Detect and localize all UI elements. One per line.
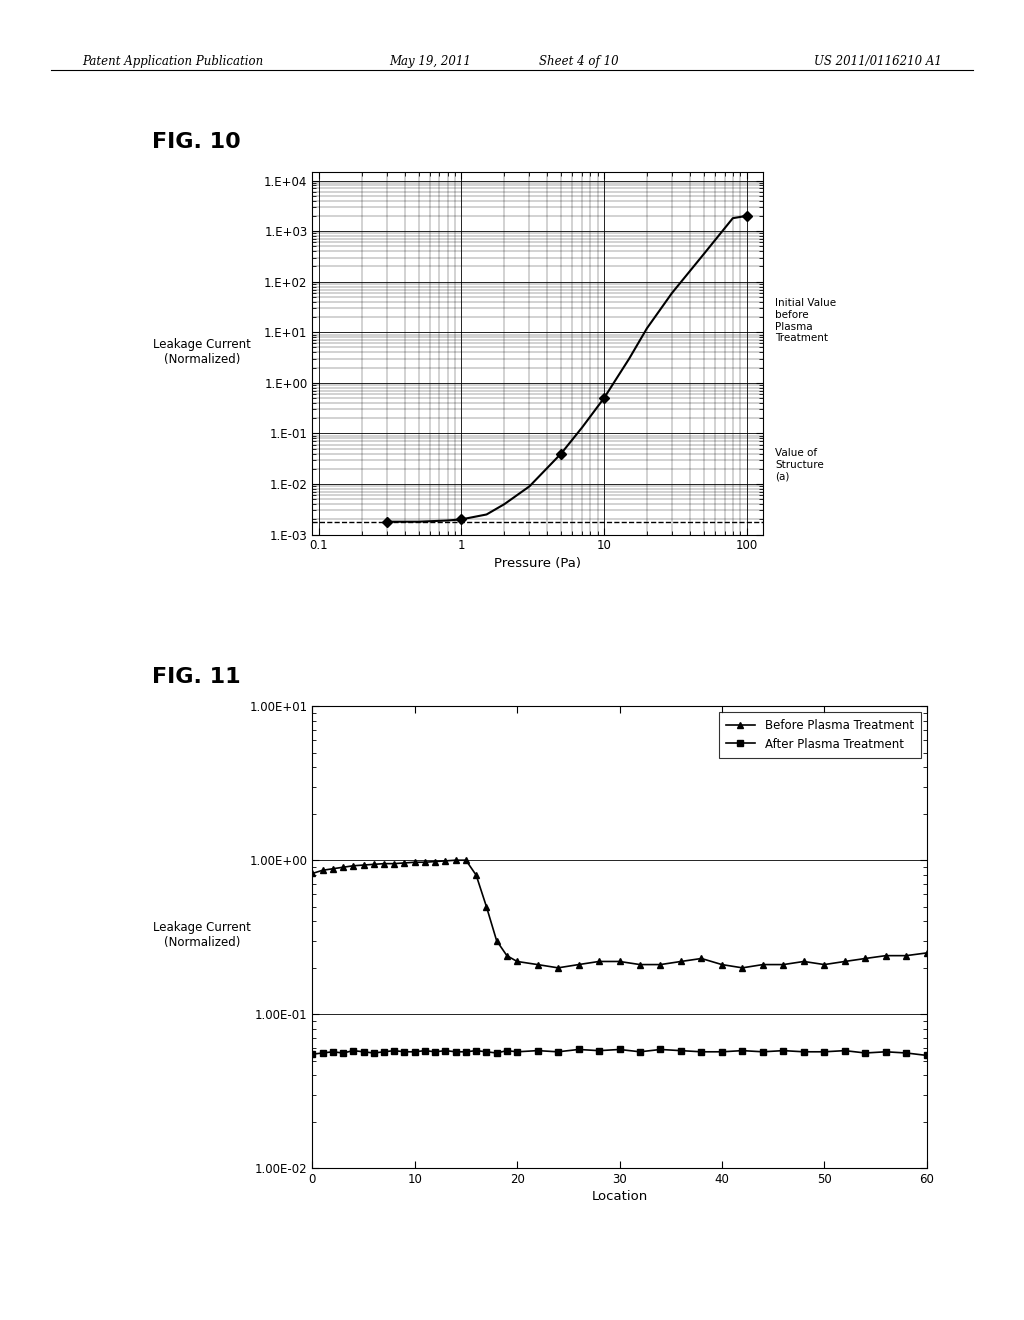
Before Plasma Treatment <box>531 957 544 973</box>
Before Plasma Treatment <box>306 866 318 882</box>
Before Plasma Treatment <box>470 867 482 883</box>
Text: FIG. 11: FIG. 11 <box>152 667 241 686</box>
Text: Sheet 4 of 10: Sheet 4 of 10 <box>539 55 618 69</box>
Text: Leakage Current
(Normalized): Leakage Current (Normalized) <box>153 920 251 949</box>
Before Plasma Treatment <box>480 899 493 915</box>
Before Plasma Treatment <box>921 945 933 961</box>
Text: Leakage Current
(Normalized): Leakage Current (Normalized) <box>153 338 251 367</box>
Before Plasma Treatment <box>378 855 390 871</box>
Line: Before Plasma Treatment: Before Plasma Treatment <box>309 857 930 972</box>
Before Plasma Treatment <box>511 953 523 969</box>
Before Plasma Treatment <box>654 957 667 973</box>
Text: FIG. 10: FIG. 10 <box>152 132 241 152</box>
After Plasma Treatment <box>357 1044 370 1060</box>
Text: Value of
Structure
(a): Value of Structure (a) <box>775 447 824 482</box>
After Plasma Treatment <box>368 1045 380 1061</box>
After Plasma Treatment <box>654 1041 667 1057</box>
Before Plasma Treatment <box>757 957 769 973</box>
Legend: Before Plasma Treatment, After Plasma Treatment: Before Plasma Treatment, After Plasma Tr… <box>719 711 921 758</box>
Before Plasma Treatment <box>777 957 790 973</box>
After Plasma Treatment <box>839 1043 851 1059</box>
After Plasma Treatment <box>347 1043 359 1059</box>
After Plasma Treatment <box>501 1043 513 1059</box>
After Plasma Treatment <box>900 1045 912 1061</box>
After Plasma Treatment <box>859 1045 871 1061</box>
Before Plasma Treatment <box>613 953 626 969</box>
After Plasma Treatment <box>327 1044 339 1060</box>
After Plasma Treatment <box>378 1044 390 1060</box>
After Plasma Treatment <box>716 1044 728 1060</box>
After Plasma Treatment <box>613 1041 626 1057</box>
After Plasma Treatment <box>921 1048 933 1064</box>
Before Plasma Treatment <box>357 857 370 873</box>
After Plasma Treatment <box>798 1044 810 1060</box>
After Plasma Treatment <box>419 1043 431 1059</box>
Before Plasma Treatment <box>316 862 329 878</box>
Before Plasma Treatment <box>327 861 339 876</box>
After Plasma Treatment <box>388 1043 400 1059</box>
Before Plasma Treatment <box>419 854 431 870</box>
After Plasma Treatment <box>511 1044 523 1060</box>
Before Plasma Treatment <box>450 853 462 869</box>
After Plasma Treatment <box>634 1044 646 1060</box>
Before Plasma Treatment <box>593 953 605 969</box>
Line: After Plasma Treatment: After Plasma Treatment <box>309 1045 930 1059</box>
Before Plasma Treatment <box>429 854 441 870</box>
After Plasma Treatment <box>460 1044 472 1060</box>
After Plasma Treatment <box>398 1044 411 1060</box>
Before Plasma Treatment <box>798 953 810 969</box>
Text: Initial Value
before
Plasma
Treatment: Initial Value before Plasma Treatment <box>775 298 837 343</box>
Before Plasma Treatment <box>490 933 503 949</box>
Text: US 2011/0116210 A1: US 2011/0116210 A1 <box>814 55 942 69</box>
Before Plasma Treatment <box>572 957 585 973</box>
Before Plasma Treatment <box>552 960 564 975</box>
Before Plasma Treatment <box>501 948 513 964</box>
After Plasma Treatment <box>552 1044 564 1060</box>
Before Plasma Treatment <box>398 855 411 871</box>
After Plasma Treatment <box>490 1045 503 1061</box>
After Plasma Treatment <box>675 1043 687 1059</box>
After Plasma Treatment <box>439 1043 452 1059</box>
Before Plasma Treatment <box>460 853 472 869</box>
Before Plasma Treatment <box>839 953 851 969</box>
After Plasma Treatment <box>337 1045 349 1061</box>
After Plasma Treatment <box>450 1044 462 1060</box>
After Plasma Treatment <box>736 1043 749 1059</box>
X-axis label: Location: Location <box>592 1191 647 1204</box>
Before Plasma Treatment <box>675 953 687 969</box>
Before Plasma Treatment <box>818 957 830 973</box>
Before Plasma Treatment <box>634 957 646 973</box>
Before Plasma Treatment <box>695 950 708 966</box>
Before Plasma Treatment <box>736 960 749 975</box>
After Plasma Treatment <box>429 1044 441 1060</box>
After Plasma Treatment <box>777 1043 790 1059</box>
Before Plasma Treatment <box>900 948 912 964</box>
Before Plasma Treatment <box>368 857 380 873</box>
After Plasma Treatment <box>880 1044 892 1060</box>
After Plasma Treatment <box>757 1044 769 1060</box>
Before Plasma Treatment <box>880 948 892 964</box>
After Plasma Treatment <box>316 1045 329 1061</box>
Before Plasma Treatment <box>337 859 349 875</box>
Before Plasma Treatment <box>716 957 728 973</box>
Text: Patent Application Publication: Patent Application Publication <box>82 55 263 69</box>
Text: May 19, 2011: May 19, 2011 <box>389 55 471 69</box>
After Plasma Treatment <box>480 1044 493 1060</box>
After Plasma Treatment <box>695 1044 708 1060</box>
After Plasma Treatment <box>572 1041 585 1057</box>
Before Plasma Treatment <box>388 855 400 871</box>
Before Plasma Treatment <box>347 858 359 874</box>
Before Plasma Treatment <box>859 950 871 966</box>
After Plasma Treatment <box>593 1043 605 1059</box>
Before Plasma Treatment <box>439 853 452 869</box>
X-axis label: Pressure (Pa): Pressure (Pa) <box>495 557 581 570</box>
After Plasma Treatment <box>818 1044 830 1060</box>
After Plasma Treatment <box>409 1044 421 1060</box>
Before Plasma Treatment <box>409 854 421 870</box>
After Plasma Treatment <box>470 1043 482 1059</box>
After Plasma Treatment <box>531 1043 544 1059</box>
After Plasma Treatment <box>306 1047 318 1063</box>
